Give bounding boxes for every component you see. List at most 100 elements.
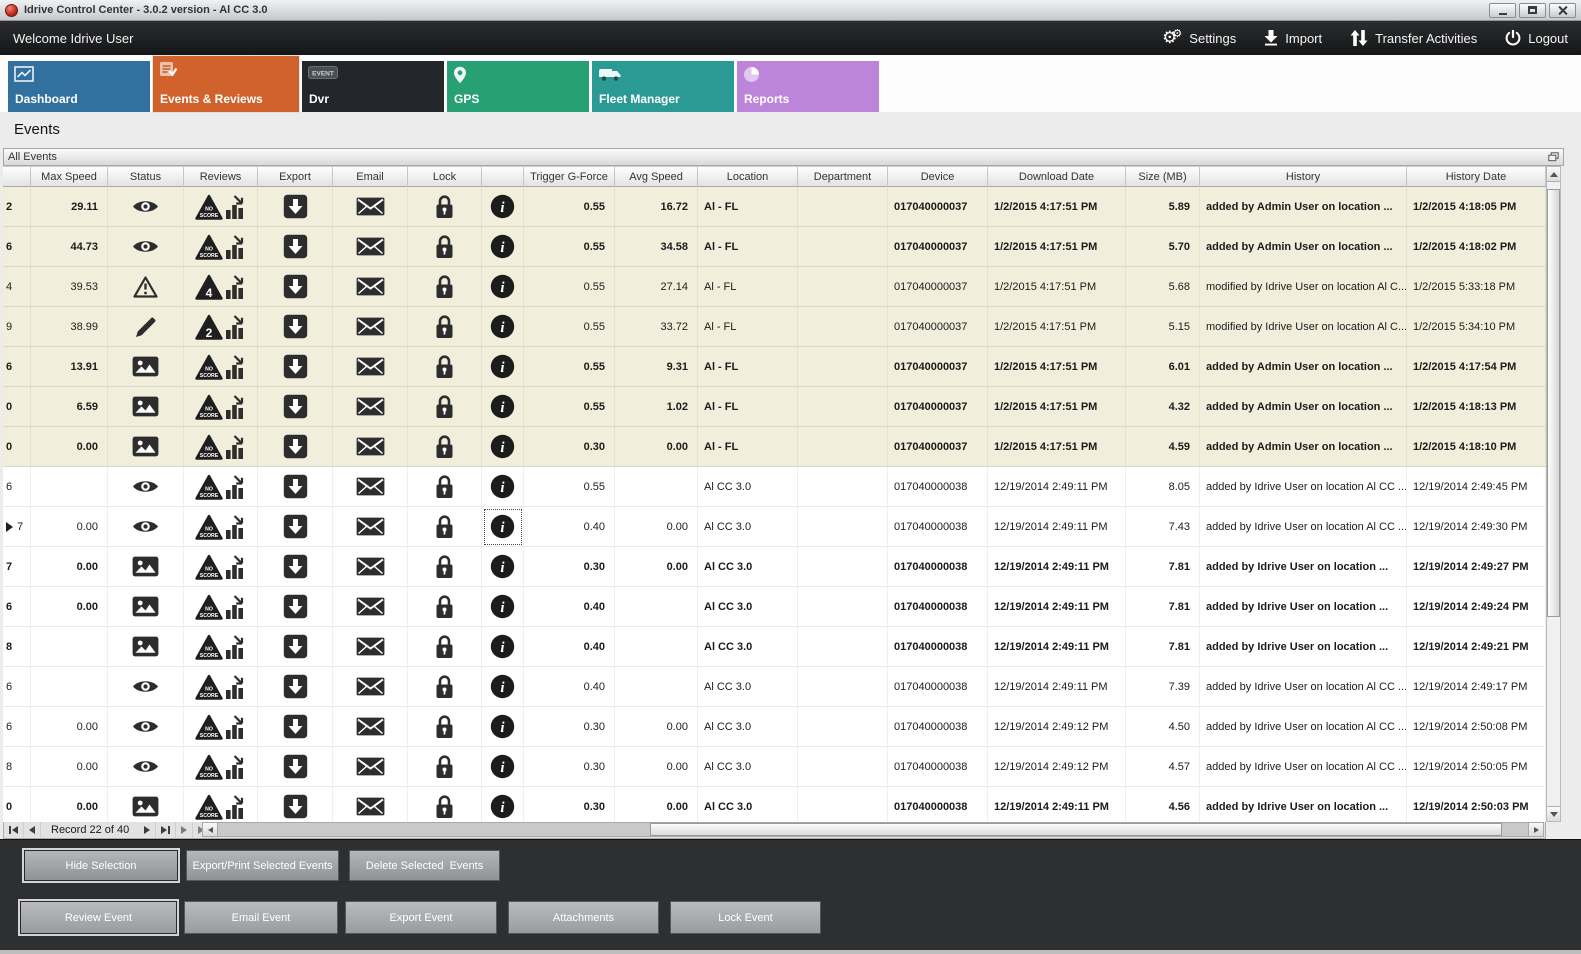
cell-info[interactable]: i [482,667,524,707]
score-trend-icon[interactable] [225,234,246,260]
cell-max-speed[interactable]: 0.00 [31,547,108,587]
cell-size-mb[interactable]: 5.89 [1126,187,1200,227]
info-icon[interactable]: i [490,194,515,219]
table-row[interactable]: 0 6.59 NO SCORE i 0.55 1.02 Al - FL 017040000037… [3,387,1546,427]
vertical-scrollbar[interactable] [1546,166,1561,822]
col-size-mb[interactable]: Size (MB) [1126,166,1200,187]
cell-lock[interactable] [408,707,482,747]
cell-info[interactable]: i [482,347,524,387]
import-action[interactable]: Import [1264,30,1322,46]
eye-status-icon[interactable] [132,478,159,495]
info-icon[interactable]: i [490,474,515,499]
col-download-date[interactable]: Download Date [988,166,1126,187]
eye-status-icon[interactable] [132,518,159,535]
cell-lock[interactable] [408,227,482,267]
export-icon[interactable] [283,634,308,659]
cell-max-speed[interactable]: 0.00 [31,787,108,822]
tab-reports[interactable]: Reports [737,61,879,112]
cell-download-date[interactable]: 12/19/2014 2:49:11 PM [988,667,1126,707]
lock-icon[interactable] [435,514,454,539]
score-trend-icon[interactable] [225,394,246,420]
cell-department[interactable] [798,587,888,627]
cell-lock[interactable] [408,547,482,587]
cell-history-date[interactable]: 12/19/2014 2:49:45 PM [1407,467,1546,507]
table-row[interactable]: 0 0.00 NO SCORE i 0.30 0.00 Al - FL 017040000037… [3,427,1546,467]
cell-lock[interactable] [408,667,482,707]
cell-size-mb[interactable]: 5.70 [1126,227,1200,267]
cell-location[interactable]: Al - FL [698,307,798,347]
export-icon[interactable] [283,474,308,499]
cell-max-speed[interactable]: 44.73 [31,227,108,267]
score-trend-icon[interactable] [225,354,246,380]
panel-restore-icon[interactable] [1548,152,1559,162]
cell-device[interactable]: 017040000038 [888,707,988,747]
cell-history[interactable]: added by Idrive User on location Al CC .… [1200,707,1407,747]
cell-export[interactable] [258,307,333,347]
cell-email[interactable] [333,347,408,387]
cell-size-mb[interactable]: 4.57 [1126,747,1200,787]
cell-size-mb[interactable]: 8.05 [1126,467,1200,507]
info-icon[interactable]: i [490,714,515,739]
cell-history[interactable]: added by Admin User on location ... [1200,427,1407,467]
cell-history-date[interactable]: 12/19/2014 2:49:30 PM [1407,507,1546,547]
export-icon[interactable] [283,354,308,379]
cell-location[interactable]: Al CC 3.0 [698,507,798,547]
cell-lock[interactable] [408,427,482,467]
export-icon[interactable] [283,394,308,419]
cell-row-indicator[interactable]: 6 [3,587,31,627]
cell-size-mb[interactable]: 7.43 [1126,507,1200,547]
cell-info[interactable]: i [482,627,524,667]
cell-download-date[interactable]: 12/19/2014 2:49:12 PM [988,707,1126,747]
cell-reviews[interactable]: 2 [184,307,258,347]
cell-info[interactable]: i [482,507,524,547]
cell-status[interactable] [108,547,184,587]
cell-size-mb[interactable]: 4.32 [1126,387,1200,427]
cell-max-speed[interactable]: 0.00 [31,707,108,747]
cell-max-speed[interactable]: 0.00 [31,587,108,627]
cell-device[interactable]: 017040000038 [888,587,988,627]
cell-department[interactable] [798,427,888,467]
cell-lock[interactable] [408,787,482,822]
cell-status[interactable] [108,187,184,227]
attachments-button[interactable]: Attachments [508,901,659,934]
email-icon[interactable] [356,637,385,656]
cell-device[interactable]: 017040000037 [888,427,988,467]
cell-avg-speed[interactable] [615,467,698,507]
cell-row-indicator[interactable]: 4 [3,267,31,307]
cell-status[interactable] [108,467,184,507]
table-row[interactable]: 7 0.00 NO SCORE i 0.40 0.00 Al CC 3.0 0170400000… [3,507,1546,547]
cell-download-date[interactable]: 1/2/2015 4:17:51 PM [988,427,1126,467]
table-row[interactable]: 6 NO SCORE i 0.55 Al CC 3.0 017040000038 12/19/… [3,467,1546,507]
tab-dashboard[interactable]: Dashboard [8,61,150,112]
settings-action[interactable]: ⚙ ⚙ Settings [1162,28,1236,47]
info-icon[interactable]: i [490,594,515,619]
transfer-activities-action[interactable]: Transfer Activities [1350,30,1477,46]
hide-selection-button[interactable]: Hide Selection [24,850,178,881]
score-badge-icon[interactable]: NO SCORE [195,714,223,740]
table-row[interactable]: 0 0.00 NO SCORE i 0.30 0.00 Al CC 3.0 0170400000… [3,787,1546,822]
score-badge-icon[interactable]: NO SCORE [195,674,223,700]
cell-history[interactable]: added by Admin User on location ... [1200,387,1407,427]
cell-history[interactable]: added by Idrive User on location ... [1200,787,1407,822]
cell-info[interactable]: i [482,307,524,347]
info-icon[interactable]: i [490,434,515,459]
review-event-button[interactable]: Review Event [20,901,177,934]
lock-icon[interactable] [435,434,454,459]
cell-device[interactable]: 017040000038 [888,547,988,587]
cell-export[interactable] [258,187,333,227]
cell-max-speed[interactable] [31,627,108,667]
horizontal-scroll-thumb[interactable] [650,823,1502,836]
cell-device[interactable]: 017040000037 [888,187,988,227]
table-row[interactable]: 6 NO SCORE i 0.40 Al CC 3.0 017040000038 12/19/… [3,667,1546,707]
lock-icon[interactable] [435,394,454,419]
cell-row-indicator[interactable]: 8 [3,747,31,787]
cell-info[interactable]: i [482,547,524,587]
cell-max-speed[interactable]: 39.53 [31,267,108,307]
email-icon[interactable] [356,557,385,576]
export-icon[interactable] [283,234,308,259]
cell-max-speed[interactable]: 0.00 [31,747,108,787]
scroll-down-button[interactable] [1547,806,1560,821]
lock-icon[interactable] [435,474,454,499]
cell-size-mb[interactable]: 7.81 [1126,627,1200,667]
cell-export[interactable] [258,467,333,507]
